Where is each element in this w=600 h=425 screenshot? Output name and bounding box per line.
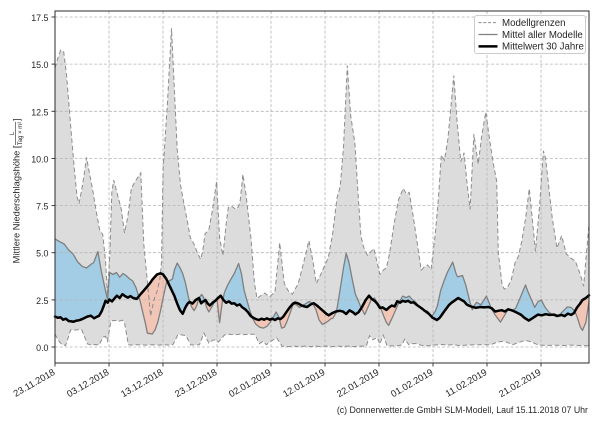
svg-text:0.0: 0.0 <box>36 343 48 353</box>
svg-text:10.0: 10.0 <box>31 154 48 164</box>
svg-text:5.0: 5.0 <box>36 249 48 259</box>
svg-text:L: L <box>10 131 16 135</box>
svg-text:]: ] <box>12 118 22 121</box>
svg-text:(c) Donnerwetter.de GmbH SLM-M: (c) Donnerwetter.de GmbH SLM-Modell, Lau… <box>337 405 588 415</box>
svg-text:Mittelwert 30 Jahre: Mittelwert 30 Jahre <box>502 42 584 53</box>
svg-text:17.5: 17.5 <box>31 13 48 23</box>
svg-text:15.0: 15.0 <box>31 60 48 70</box>
svg-text:Mittlere Niederschlagshöhe [: Mittlere Niederschlagshöhe [ <box>12 145 22 263</box>
svg-text:Modellgrenzen: Modellgrenzen <box>502 18 566 29</box>
svg-text:12.5: 12.5 <box>31 107 48 117</box>
svg-text:7.5: 7.5 <box>36 202 48 212</box>
svg-text:Mittel aller Modelle: Mittel aller Modelle <box>502 30 583 41</box>
svg-text:2.5: 2.5 <box>36 296 48 306</box>
svg-text:Tag × m²: Tag × m² <box>18 122 24 146</box>
